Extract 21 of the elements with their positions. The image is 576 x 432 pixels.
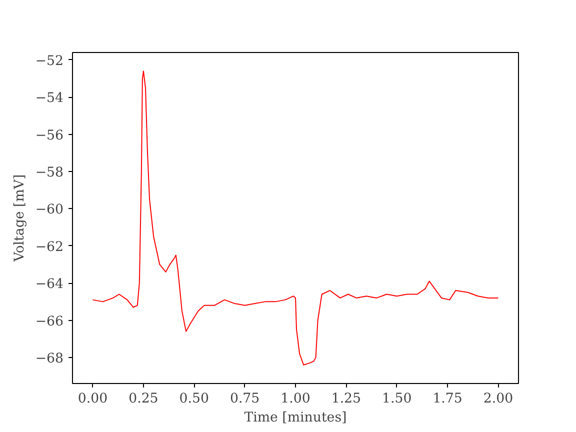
x-tick-label: 2.00 bbox=[483, 392, 514, 406]
x-tick-label: 1.00 bbox=[280, 392, 310, 406]
x-axis-title: Time [minutes] bbox=[244, 410, 347, 426]
line-series bbox=[92, 70, 499, 366]
y-tick-label: −66 bbox=[35, 314, 64, 330]
y-tick-label: −64 bbox=[35, 277, 64, 292]
x-tick-label: 0.75 bbox=[230, 392, 260, 406]
y-tick-label: −58 bbox=[35, 166, 64, 181]
x-tick-label: 0.00 bbox=[78, 392, 108, 406]
x-tick-label: 0.50 bbox=[179, 392, 209, 406]
x-tick-label: 0.25 bbox=[128, 392, 158, 406]
y-tick-label: −56 bbox=[35, 128, 64, 144]
x-tick-label: 1.25 bbox=[331, 392, 362, 406]
y-tick-label: −60 bbox=[35, 202, 64, 218]
y-axis-title: Voltage [mV] bbox=[12, 174, 28, 263]
y-tick-label: −54 bbox=[35, 91, 64, 106]
y-tick-label: −52 bbox=[35, 54, 64, 69]
x-tick-label: 1.75 bbox=[432, 392, 462, 406]
y-tick-label: −62 bbox=[35, 240, 64, 255]
y-tick-label: −68 bbox=[35, 351, 64, 366]
x-tick-label: 1.50 bbox=[382, 392, 412, 406]
